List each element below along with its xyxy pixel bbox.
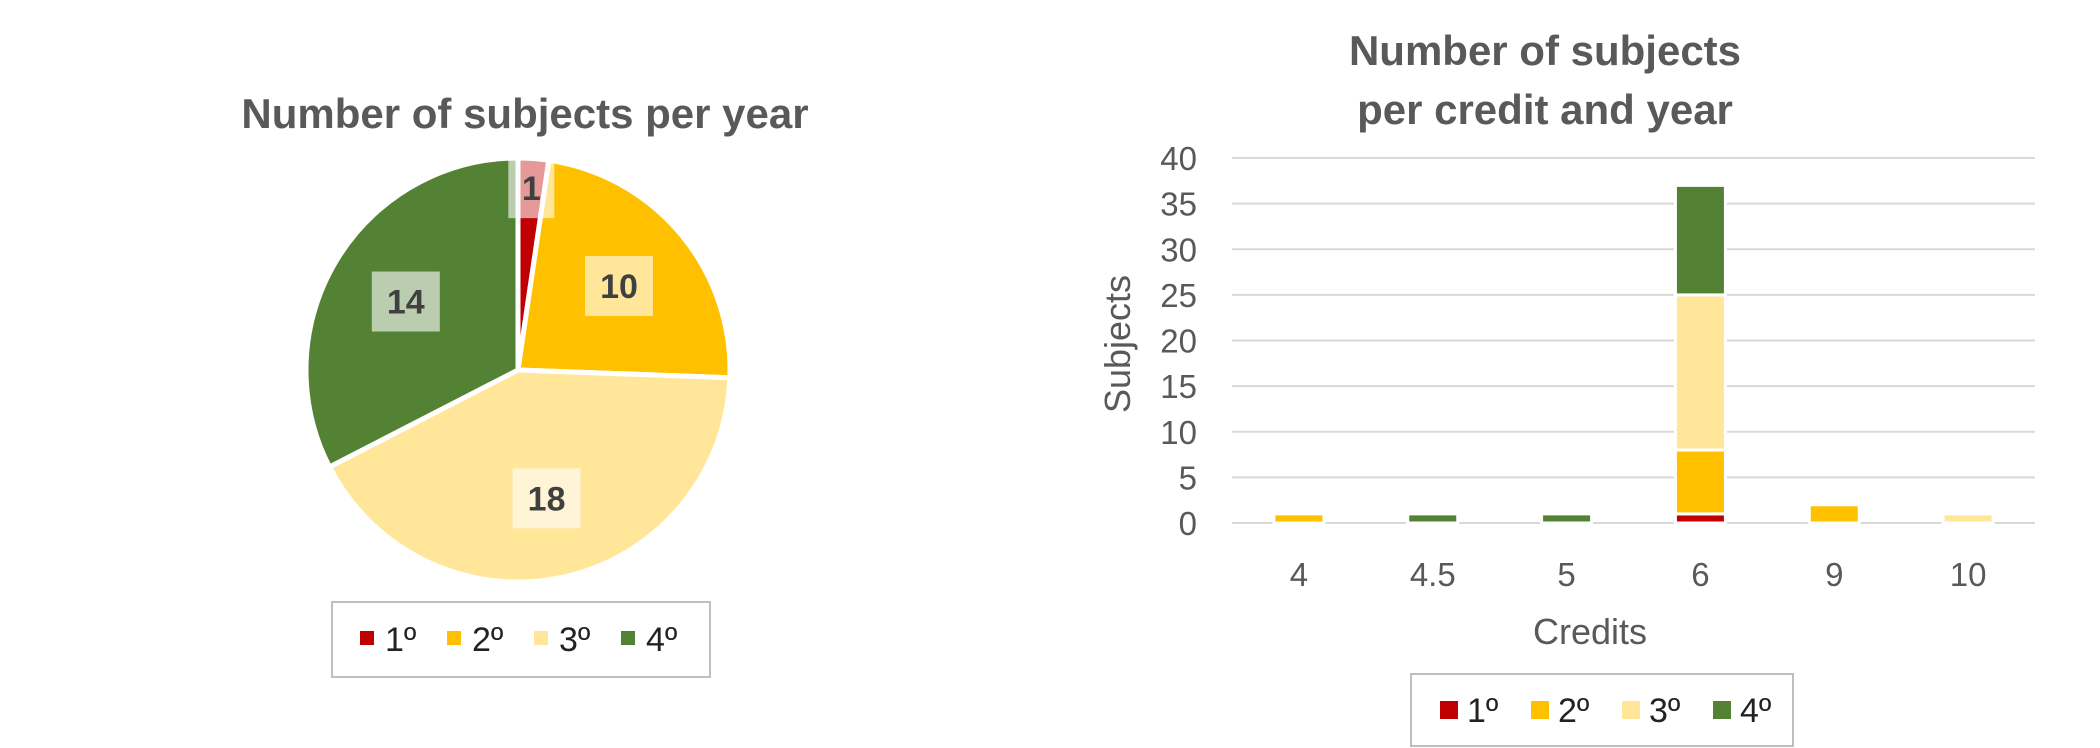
- x-tick-label: 4.5: [1410, 556, 1456, 593]
- y-tick-label: 10: [1160, 414, 1197, 451]
- pie-legend: 1º 2º 3º 4º: [331, 601, 711, 678]
- bar-chart-title: Number of subjects: [1349, 27, 1741, 74]
- bar-x-tick-labels: 4 4.5 5 6 9 10: [1290, 556, 1987, 593]
- x-tick-label: 6: [1691, 556, 1709, 593]
- x-tick-label: 9: [1825, 556, 1843, 593]
- x-tick-label: 5: [1557, 556, 1575, 593]
- pie-legend-label: 2º: [472, 621, 503, 659]
- pie-legend-label: 1º: [385, 621, 416, 659]
- bar-legend-label: 1º: [1467, 692, 1498, 730]
- bar-segment: [1406, 512, 1460, 525]
- bar-rects: [1272, 183, 1995, 525]
- bar-legend-items: 1º 2º 3º 4º: [1440, 692, 1771, 730]
- bar-segment: [1941, 512, 1995, 525]
- y-tick-label: 15: [1160, 368, 1197, 405]
- pie-data-label-bg: [508, 158, 555, 219]
- pie-data-label-bg: [585, 255, 654, 316]
- bar-chart-subtitle: per credit and year: [1357, 86, 1733, 133]
- pie-data-label: 18: [528, 480, 566, 518]
- bar-legend-swatch: [1713, 701, 1731, 719]
- bar-segment: [1272, 512, 1326, 525]
- y-tick-label: 0: [1179, 505, 1197, 542]
- pie-legend-swatch: [447, 631, 461, 645]
- pie-legend-swatch: [534, 631, 548, 645]
- pie-legend-swatch: [360, 631, 374, 645]
- y-tick-label: 40: [1160, 140, 1197, 177]
- pie-data-label: 14: [387, 284, 425, 322]
- pie-chart-title: Number of subjects per year: [241, 90, 808, 137]
- x-tick-label: 10: [1950, 556, 1987, 593]
- bar-segment: [1673, 183, 1727, 297]
- pie-data-label-bg: [512, 468, 581, 529]
- bar-legend-label: 3º: [1649, 692, 1680, 730]
- y-tick-label: 25: [1160, 277, 1197, 314]
- bar-legend-swatch: [1440, 701, 1458, 719]
- pie-data-label: 10: [600, 268, 638, 306]
- pie-data-label-bg: [371, 271, 440, 332]
- bar-segment: [1540, 512, 1594, 525]
- bar-segment: [1807, 503, 1861, 525]
- y-tick-label: 35: [1160, 186, 1197, 223]
- pie-legend-label: 3º: [559, 621, 590, 659]
- y-tick-label: 5: [1179, 459, 1197, 496]
- bar-segment: [1673, 448, 1727, 516]
- pie-data-label: 1: [522, 170, 541, 208]
- pie-legend-swatch: [621, 631, 635, 645]
- bar-gridlines: [1232, 157, 2035, 524]
- pie-data-labels: 1 10 18 14: [371, 158, 654, 529]
- bar-legend-label: 2º: [1558, 692, 1589, 730]
- bar-chart: Number of subjects per credit and year 0…: [1097, 27, 2035, 747]
- pie-chart: Number of subjects per year 1 10 18 14 1º 2º…: [241, 90, 809, 678]
- bar-legend: 1º 2º 3º 4º: [1410, 673, 1794, 747]
- y-tick-label: 30: [1160, 231, 1197, 268]
- pie-legend-items: 1º 2º 3º 4º: [360, 621, 677, 659]
- bar-y-tick-labels: 0 5 10 15 20 25 30 35 40: [1160, 140, 1197, 542]
- bar-legend-swatch: [1531, 701, 1549, 719]
- bar-segment: [1673, 293, 1727, 452]
- bar-legend-label: 4º: [1740, 692, 1771, 730]
- x-axis-label: Credits: [1533, 611, 1647, 652]
- bar-legend-swatch: [1622, 701, 1640, 719]
- pie-legend-label: 4º: [646, 621, 677, 659]
- y-axis-label: Subjects: [1097, 275, 1138, 413]
- y-tick-label: 20: [1160, 323, 1197, 360]
- x-tick-label: 4: [1290, 556, 1308, 593]
- pie-legend-box: [331, 601, 711, 678]
